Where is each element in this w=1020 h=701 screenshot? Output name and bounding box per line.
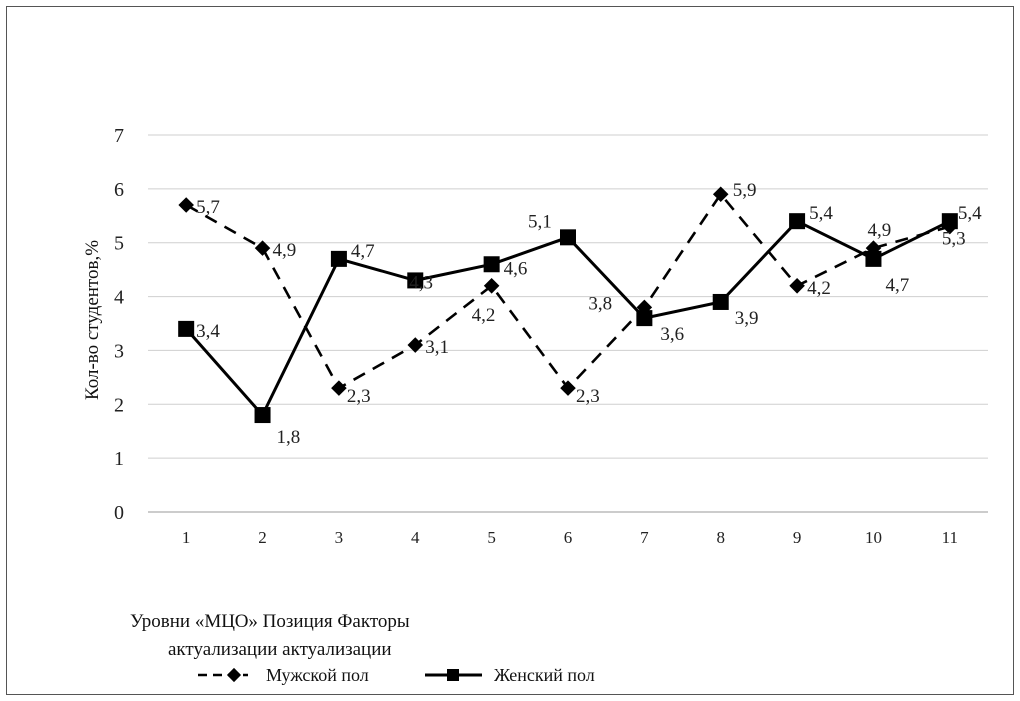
x-axis-label-line-1: Уровни «МЦО» Позиция Факторы [130,611,410,632]
y-tick-label-1: 1 [114,448,124,470]
x-tick-label-1: 1 [182,528,191,547]
data-label-male-8: 5,9 [733,180,757,201]
marker-female-4 [407,272,424,289]
data-label-female-3: 4,7 [351,241,375,262]
grid-lines [148,134,988,513]
data-label-male-9: 4,2 [807,278,831,299]
marker-male-9 [789,278,805,294]
data-label-male-10: 4,9 [867,220,891,241]
x-tick-label-7: 7 [640,528,649,547]
marker-female-2 [254,407,271,424]
data-label-female-4: 4,3 [409,272,433,293]
x-tick-label-4: 4 [411,528,420,547]
legend-label-male: Мужской пол [266,665,369,685]
data-label-female-11: 5,4 [958,203,982,224]
marker-female-8 [712,293,729,310]
x-tick-label-11: 11 [942,528,958,547]
series-markers [178,186,958,424]
x-tick-label-9: 9 [793,528,802,547]
x-tick-label-10: 10 [865,528,882,547]
data-label-male-3: 2,3 [347,386,371,407]
data-labels: 5,7 4,9 2,3 3,1 4,2 2,3 3,8 5,9 4,2 4,9 5,3 3,4 1,8 4… [196,180,982,448]
y-tick-label-7: 7 [114,125,124,147]
data-label-male-5: 4,2 [472,305,496,326]
legend-marker-male [226,667,242,683]
data-label-female-8: 3,9 [735,308,759,329]
data-label-female-9: 5,4 [809,203,833,224]
y-tick-label-3: 3 [114,340,124,362]
x-tick-label-5: 5 [487,528,496,547]
marker-female-1 [178,320,195,337]
marker-male-3 [331,380,347,396]
x-tick-label-8: 8 [716,528,725,547]
data-label-male-7: 3,8 [588,293,612,314]
marker-female-11 [941,213,958,230]
data-label-male-11: 5,3 [942,229,966,250]
y-tick-label-5: 5 [114,233,124,255]
y-tick-label-4: 4 [114,287,124,309]
legend-item-female: Женский пол [425,665,595,685]
legend-label-female: Женский пол [494,665,595,685]
series-line-male [185,192,951,391]
data-label-female-7: 3,6 [660,324,684,345]
data-label-female-5: 4,6 [504,258,528,279]
data-label-male-6: 2,3 [576,386,600,407]
legend-marker-female [447,669,459,681]
marker-female-9 [789,213,806,230]
marker-male-2 [254,240,271,256]
x-tick-label-2: 2 [258,528,267,547]
y-axis-label: Кол-во студентов,% [82,240,103,400]
data-label-male-1: 5,7 [196,197,220,218]
data-label-male-2: 4,9 [273,240,297,261]
marker-female-6 [560,229,576,246]
y-axis-ticks: 0 1 2 3 4 5 6 7 [114,125,124,524]
data-label-female-1: 3,4 [196,321,220,342]
data-label-female-6: 5,1 [528,211,552,232]
marker-female-10 [865,250,882,267]
data-label-female-2: 1,8 [277,427,301,448]
marker-female-3 [330,250,347,267]
y-tick-label-0: 0 [114,502,124,524]
x-tick-label-6: 6 [564,528,573,547]
marker-female-7 [636,310,653,327]
y-tick-label-6: 6 [114,179,124,201]
data-label-male-4: 3,1 [425,337,449,358]
legend: Мужской пол Женский пол [198,665,595,685]
legend-item-male: Мужской пол [198,665,369,685]
marker-female-5 [483,256,500,273]
x-axis-ticks: 1 2 3 4 5 6 7 8 9 10 11 [182,528,958,547]
data-label-female-10: 4,7 [885,275,909,296]
marker-male-8 [712,186,729,203]
x-axis-label-line-2: актуализации актуализации [168,639,392,660]
y-tick-label-2: 2 [114,394,124,416]
marker-male-1 [178,197,194,213]
x-tick-label-3: 3 [335,528,344,547]
